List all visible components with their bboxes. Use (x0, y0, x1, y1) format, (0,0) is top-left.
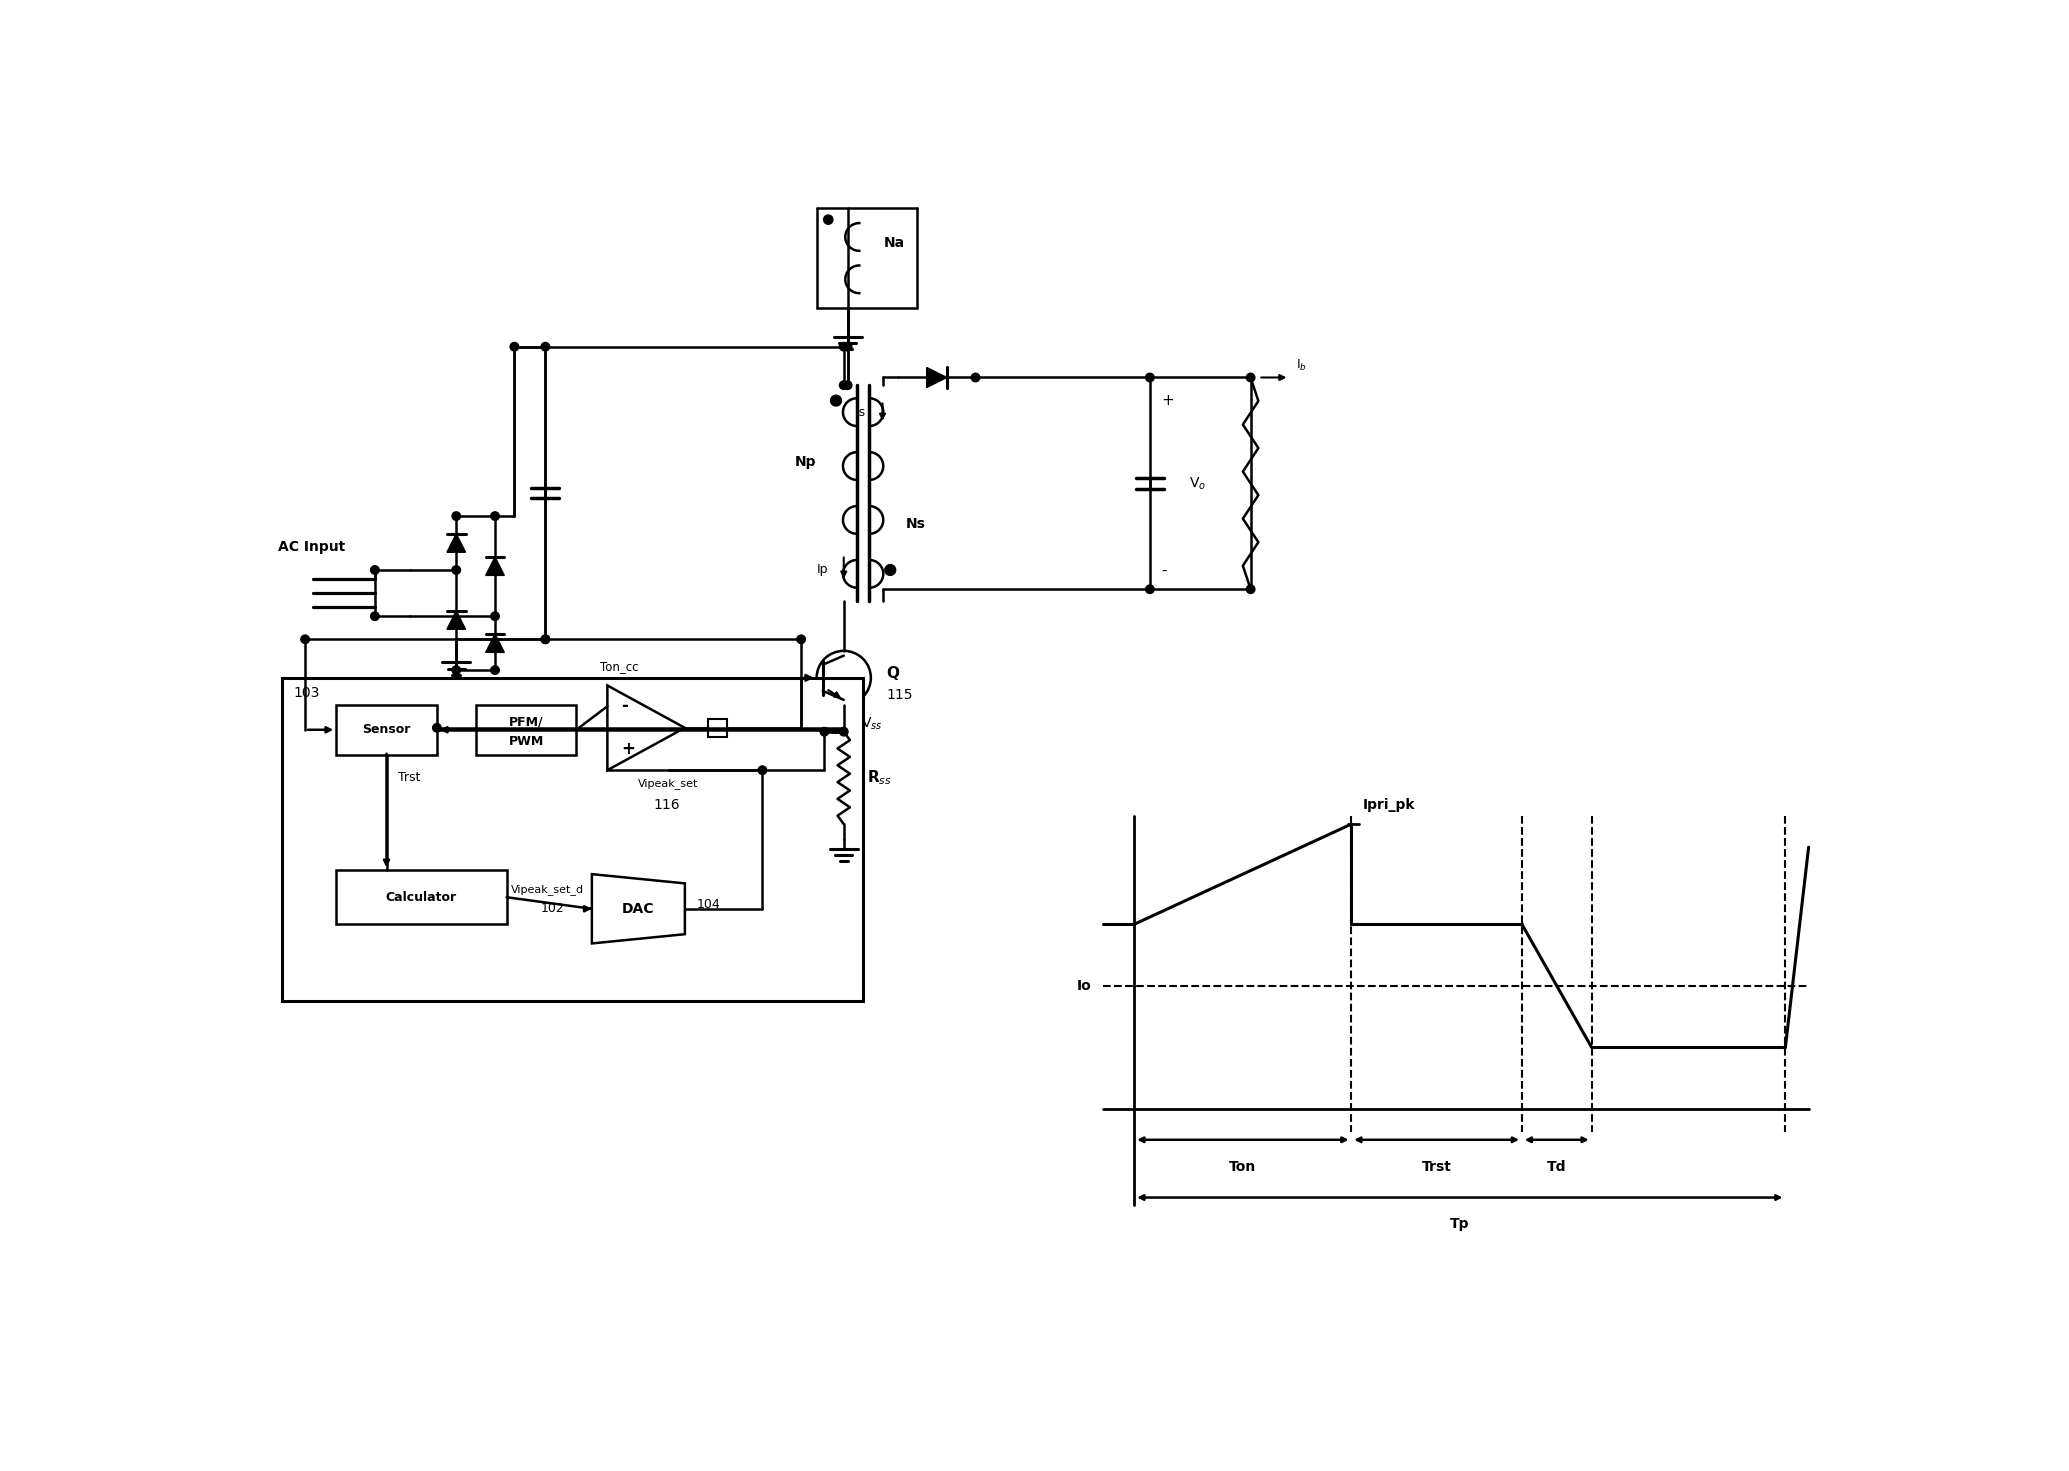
Text: Vipeak_set_d: Vipeak_set_d (511, 884, 583, 894)
Circle shape (830, 396, 842, 406)
Text: V$_o$: V$_o$ (1188, 475, 1206, 491)
Text: AC Input: AC Input (277, 540, 346, 555)
Bar (817, 724, 832, 740)
Text: Ton: Ton (1229, 1159, 1256, 1174)
Circle shape (370, 612, 379, 621)
Text: I$_b$: I$_b$ (1295, 359, 1306, 374)
Circle shape (511, 343, 519, 352)
Circle shape (1146, 374, 1155, 382)
Circle shape (819, 728, 830, 736)
Text: Io: Io (1078, 978, 1092, 993)
Text: Ip: Ip (817, 563, 828, 577)
Text: Trst: Trst (1421, 1159, 1452, 1174)
Text: 103: 103 (294, 685, 321, 700)
Circle shape (840, 728, 848, 736)
Bar (335, 705, 437, 755)
Text: Q: Q (886, 666, 900, 681)
Text: 116: 116 (654, 797, 681, 812)
Polygon shape (486, 558, 505, 575)
Text: Calculator: Calculator (385, 891, 457, 903)
Text: Vipeak_set: Vipeak_set (639, 778, 699, 788)
Text: 115: 115 (886, 688, 912, 702)
Circle shape (844, 381, 852, 390)
Circle shape (542, 343, 550, 352)
Circle shape (300, 635, 310, 643)
Polygon shape (447, 534, 466, 552)
Text: PWM: PWM (509, 736, 544, 747)
Text: +: + (621, 740, 635, 759)
Circle shape (451, 566, 461, 574)
Text: PFM/: PFM/ (509, 715, 544, 728)
Circle shape (1246, 585, 1256, 593)
Text: Sensor: Sensor (362, 724, 410, 737)
Polygon shape (486, 634, 505, 652)
Circle shape (542, 635, 550, 643)
Circle shape (490, 666, 499, 674)
Text: Np: Np (794, 455, 817, 469)
Text: Tp: Tp (1450, 1218, 1469, 1231)
Bar (281, 678, 863, 1002)
Circle shape (757, 766, 768, 774)
Circle shape (451, 512, 461, 521)
Text: +: + (1161, 393, 1175, 407)
Bar (476, 705, 577, 755)
Polygon shape (927, 368, 948, 387)
Circle shape (542, 635, 550, 643)
Circle shape (451, 666, 461, 674)
Circle shape (490, 512, 499, 521)
Text: Ns: Ns (906, 516, 925, 531)
Polygon shape (447, 610, 466, 630)
Text: DAC: DAC (623, 902, 654, 916)
Circle shape (840, 343, 848, 352)
Text: Trst: Trst (397, 771, 420, 784)
Circle shape (823, 215, 834, 224)
Text: 104: 104 (697, 899, 720, 912)
Text: Ipri_pk: Ipri_pk (1363, 797, 1415, 812)
Circle shape (970, 374, 981, 382)
Circle shape (886, 565, 896, 575)
Circle shape (490, 612, 499, 621)
Circle shape (797, 635, 805, 643)
Text: Is: Is (857, 406, 865, 419)
Text: R$_{ss}$: R$_{ss}$ (867, 768, 892, 787)
Circle shape (844, 343, 852, 352)
Text: -: - (1161, 562, 1167, 578)
Circle shape (370, 566, 379, 574)
Text: 102: 102 (540, 902, 565, 915)
Text: Ton_cc: Ton_cc (600, 659, 637, 672)
Text: Td: Td (1548, 1159, 1566, 1174)
Circle shape (840, 381, 848, 390)
Circle shape (1146, 585, 1155, 593)
Bar (708, 719, 726, 737)
Bar (335, 871, 507, 924)
Circle shape (1246, 374, 1256, 382)
Text: V$_{ss}$: V$_{ss}$ (861, 716, 881, 733)
Text: -: - (621, 697, 629, 715)
Text: Na: Na (883, 235, 904, 250)
Circle shape (432, 724, 441, 733)
